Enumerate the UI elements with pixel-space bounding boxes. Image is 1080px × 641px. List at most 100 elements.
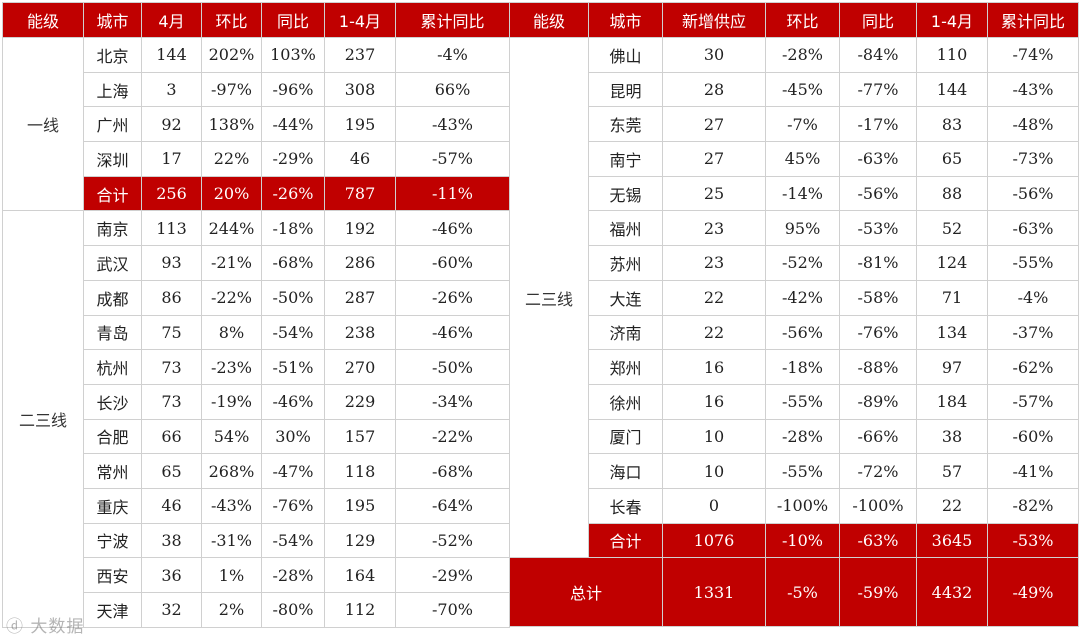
mom-cell: -56% [765,314,840,351]
value-cell: 10 [662,418,766,455]
yoy-cell: 103% [261,37,325,73]
ytd-cell: 192 [324,210,396,247]
ytd-yoy-cell: 66% [395,71,510,108]
ytd-cell: 38 [916,418,988,455]
table-row: 大连 22 -42% -58% 71 -4% [510,279,1079,316]
ytd-yoy-cell: -43% [987,71,1079,108]
mom-cell: 22% [201,141,262,177]
yoy-cell: -96% [261,71,325,108]
table-row: 长春 0 -100% -100% 22 -82% [510,487,1079,524]
ytd-yoy-cell: -70% [395,592,510,628]
header-jan-apr: 1-4月 [324,2,396,38]
table-row: 二三线 佛山 30 -28% -84% 110 -74% [509,36,1079,559]
ytd-yoy-cell: -37% [987,314,1079,351]
table-row: 郑州 16 -18% -88% 97 -62% [510,349,1079,385]
yoy-cell: -18% [261,210,325,247]
value-cell: 1331 [662,557,766,628]
value-cell: 23 [662,210,766,247]
ytd-yoy-cell: -41% [987,453,1079,489]
yoy-cell: -56% [839,175,917,212]
yoy-cell: -51% [261,349,325,385]
yoy-cell: -17% [839,106,917,143]
yoy-cell: -66% [839,418,917,455]
mom-cell: -52% [765,245,840,281]
ytd-cell: 270 [324,349,396,385]
mom-cell: -10% [765,522,840,559]
tier-label: 一线 [2,36,84,212]
value-cell: 73 [141,383,202,420]
mom-cell: -97% [201,71,262,108]
value-cell: 75 [141,314,202,351]
city-cell: 青岛 [83,314,142,351]
city-cell: 杭州 [83,349,142,385]
city-cell: 合计 [588,522,663,559]
mom-cell: 244% [201,210,262,247]
yoy-cell: -76% [839,314,917,351]
table-row: 天津 32 2% -80% 112 -70% [3,592,510,628]
ytd-cell: 157 [324,418,396,455]
mom-cell: -100% [765,487,840,524]
ytd-yoy-cell: -4% [987,279,1079,316]
value-cell: 32 [141,592,202,628]
table-row: 昆明 28 -45% -77% 144 -43% [510,71,1079,108]
city-cell: 长沙 [83,383,142,420]
mom-cell: 20% [201,175,262,212]
city-cell: 合计 [83,175,142,212]
value-cell: 17 [141,141,202,177]
city-cell: 重庆 [83,487,142,524]
header-april: 4月 [141,2,202,38]
city-cell: 宁波 [83,522,142,559]
city-cell: 广州 [83,106,142,143]
city-cell: 无锡 [588,175,663,212]
value-cell: 92 [141,106,202,143]
ytd-yoy-cell: -46% [395,210,510,247]
yoy-cell: -81% [839,245,917,281]
header-tier: 能级 [509,2,589,38]
city-cell: 苏州 [588,245,663,281]
mom-cell: -21% [201,245,262,281]
ytd-cell: 229 [324,383,396,420]
table-row: 徐州 16 -55% -89% 184 -57% [510,383,1079,420]
ytd-yoy-cell: -22% [395,418,510,455]
ytd-cell: 88 [916,175,988,212]
ytd-cell: 195 [324,487,396,524]
ytd-cell: 110 [916,37,988,73]
ytd-cell: 22 [916,487,988,524]
ytd-cell: 195 [324,106,396,143]
yoy-cell: -63% [839,141,917,177]
ytd-yoy-cell: -48% [987,106,1079,143]
city-cell: 东莞 [588,106,663,143]
ytd-cell: 134 [916,314,988,351]
city-cell: 北京 [83,37,142,73]
yoy-cell: -68% [261,245,325,281]
mom-cell: -31% [201,522,262,559]
grand-total-row: 总计 1331 -5% -59% 4432 -49% [509,557,1079,628]
yoy-cell: -29% [261,141,325,177]
yoy-cell: -58% [839,279,917,316]
table-row: 武汉 93 -21% -68% 286 -60% [3,245,510,281]
ytd-cell: 238 [324,314,396,351]
header-new-supply: 新增供应 [662,2,766,38]
ytd-cell: 112 [324,592,396,628]
mom-cell: -45% [765,71,840,108]
city-cell: 佛山 [588,37,663,73]
city-cell: 天津 [83,592,142,628]
city-cell: 海口 [588,453,663,489]
yoy-cell: -100% [839,487,917,524]
ytd-yoy-cell: -64% [395,487,510,524]
table-row: 苏州 23 -52% -81% 124 -55% [510,245,1079,281]
city-cell: 徐州 [588,383,663,420]
ytd-cell: 184 [916,383,988,420]
city-cell: 昆明 [588,71,663,108]
table-row: 济南 22 -56% -76% 134 -37% [510,314,1079,351]
city-cell: 济南 [588,314,663,351]
ytd-yoy-cell: -82% [987,487,1079,524]
ytd-cell: 287 [324,279,396,316]
city-cell: 南京 [83,210,142,247]
table-row: 宁波 38 -31% -54% 129 -52% [3,522,510,559]
value-cell: 113 [141,210,202,247]
city-cell: 常州 [83,453,142,489]
yoy-cell: -80% [261,592,325,628]
header-yoy: 同比 [839,2,917,38]
ytd-cell: 57 [916,453,988,489]
